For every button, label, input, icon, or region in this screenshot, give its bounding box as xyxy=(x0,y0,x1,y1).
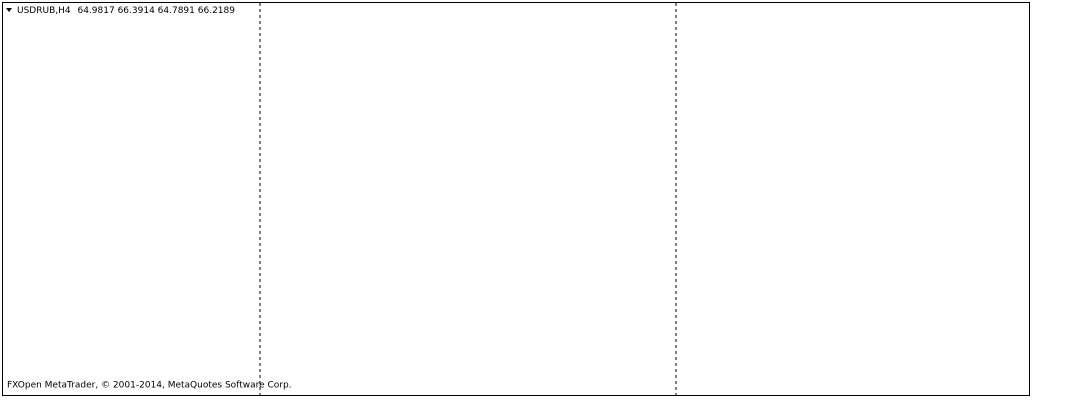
header-close: 66.2189 xyxy=(198,6,235,16)
plot-frame xyxy=(2,2,1030,396)
header-low: 64.7891 xyxy=(158,6,195,16)
header: USDRUB,H4 64.9817 66.3914 64.7891 66.218… xyxy=(17,6,235,16)
copyright: FXOpen MetaTrader, © 2001-2014, MetaQuot… xyxy=(7,381,292,391)
header-open: 64.9817 xyxy=(77,6,114,16)
header-high: 66.3914 xyxy=(118,6,155,16)
symbol: USDRUB,H4 xyxy=(17,6,71,16)
menu-icon xyxy=(6,8,12,12)
